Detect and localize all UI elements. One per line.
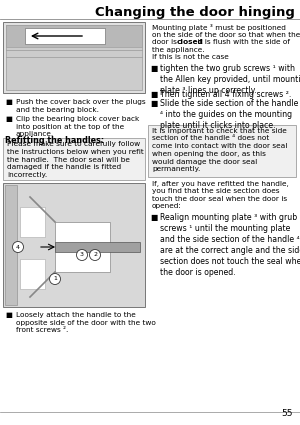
Text: ■: ■ [5,99,12,105]
Text: on the side of the door so that when the: on the side of the door so that when the [152,31,300,37]
Bar [3,22,145,93]
Bar [25,28,105,44]
Bar [55,242,140,252]
Text: you find that the side section does: you find that the side section does [152,188,280,194]
Text: touch the door seal when the door is: touch the door seal when the door is [152,196,287,201]
Text: If, after you have refitted the handle,: If, after you have refitted the handle, [152,181,289,187]
Text: Realign mounting plate ³ with grub
screws ¹ until the mounting plate
and the sid: Realign mounting plate ³ with grub screw… [160,212,300,277]
Bar [5,185,17,305]
Text: Mounting plate ³ must be positioned: Mounting plate ³ must be positioned [152,24,286,31]
Text: ■: ■ [150,99,158,108]
Text: Then tighten all 4 fixing screws ².: Then tighten all 4 fixing screws ². [160,90,291,99]
Circle shape [89,249,100,261]
Text: Push the cover back over the plugs
and the bearing block.: Push the cover back over the plugs and t… [16,99,146,113]
Text: 55: 55 [281,409,293,418]
Circle shape [76,249,88,261]
Text: door is: door is [152,39,179,45]
Text: It is important to check that the side
section of the handle ⁴ does not
come int: It is important to check that the side s… [152,128,287,172]
Text: If this is not the case: If this is not the case [152,54,229,60]
Text: Changing the door hinging: Changing the door hinging [95,6,295,19]
Text: it is flush with the side of: it is flush with the side of [195,39,290,45]
Text: the appliance.: the appliance. [152,46,205,53]
Text: 1: 1 [53,277,57,281]
Text: ■: ■ [150,90,158,99]
Text: 4: 4 [16,244,20,249]
Text: Please make sure to carefully follow
the instructions below when you refit
the h: Please make sure to carefully follow the… [7,141,144,178]
Text: closed: closed [176,39,203,45]
Text: tighten the two grub screws ¹ with
the Allen key provided, until mounting
plate : tighten the two grub screws ¹ with the A… [160,63,300,95]
Text: Clip the bearing block cover back
into position at the top of the
appliance.: Clip the bearing block cover back into p… [16,116,139,137]
Bar [20,207,45,237]
Bar [55,222,110,272]
Bar [6,25,142,90]
FancyBboxPatch shape [148,125,296,176]
Text: opened:: opened: [152,203,182,209]
Text: ■: ■ [150,212,158,221]
Circle shape [13,241,23,252]
Bar [6,25,142,47]
Text: Refitting the handles:: Refitting the handles: [5,136,104,145]
Text: 2: 2 [93,252,97,258]
Text: ■: ■ [5,116,12,122]
Text: Slide the side section of the handle
⁴ into the guides on the mounting
plate unt: Slide the side section of the handle ⁴ i… [160,99,298,130]
Bar [20,259,45,289]
Circle shape [50,274,61,284]
FancyBboxPatch shape [3,138,145,180]
Bar [3,183,145,307]
Text: ■: ■ [5,312,12,318]
Text: ■: ■ [150,63,158,73]
Text: 3: 3 [80,252,84,258]
Text: Loosely attach the handle to the
opposite side of the door with the two
front sc: Loosely attach the handle to the opposit… [16,312,156,333]
